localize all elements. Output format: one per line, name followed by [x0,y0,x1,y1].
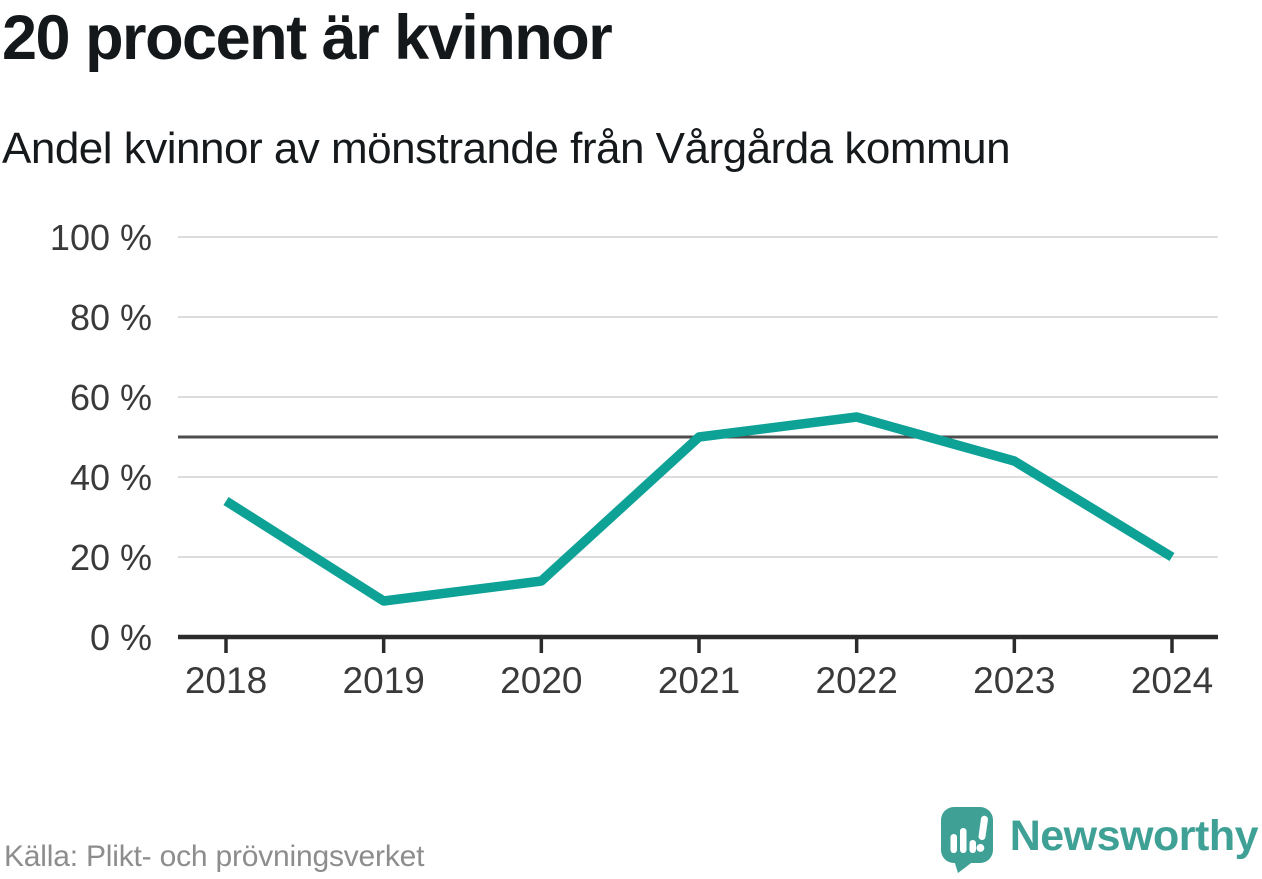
data-line [223,412,1175,606]
brand-name: Newsworthy [1009,811,1259,860]
x-axis-label: 2024 [1131,660,1213,701]
newsworthy-logo-icon [940,807,993,873]
brand-logo: Newsworthy [940,806,1259,874]
x-axis-label: 2018 [185,660,267,701]
source-caption: Källa: Plikt- och prövningsverket [4,840,425,873]
y-axis-label: 0 % [90,617,152,658]
y-axis-label: 80 % [70,297,152,338]
x-axis-label: 2020 [500,660,582,701]
page-subtitle: Andel kvinnor av mönstrande från Vårgård… [2,124,1011,173]
y-axis-label: 40 % [70,457,152,498]
line-chart-canvas: 0 % 20 % 40 % 60 % 80 % 100 % 2018 2019 2020 2021… [50,217,1218,701]
x-axis-label: 2023 [973,660,1055,701]
x-axis-label: 2021 [658,660,740,701]
page-title: 20 procent är kvinnor [2,3,613,73]
y-axis-label: 100 % [50,217,152,258]
x-axis-label: 2019 [343,660,425,701]
line-chart: 0 % 20 % 40 % 60 % 80 % 100 % 2018 2019 2020 2021… [0,200,1262,710]
y-axis-label: 20 % [70,537,152,578]
y-axis-label: 60 % [70,377,152,418]
x-axis-label: 2022 [816,660,898,701]
